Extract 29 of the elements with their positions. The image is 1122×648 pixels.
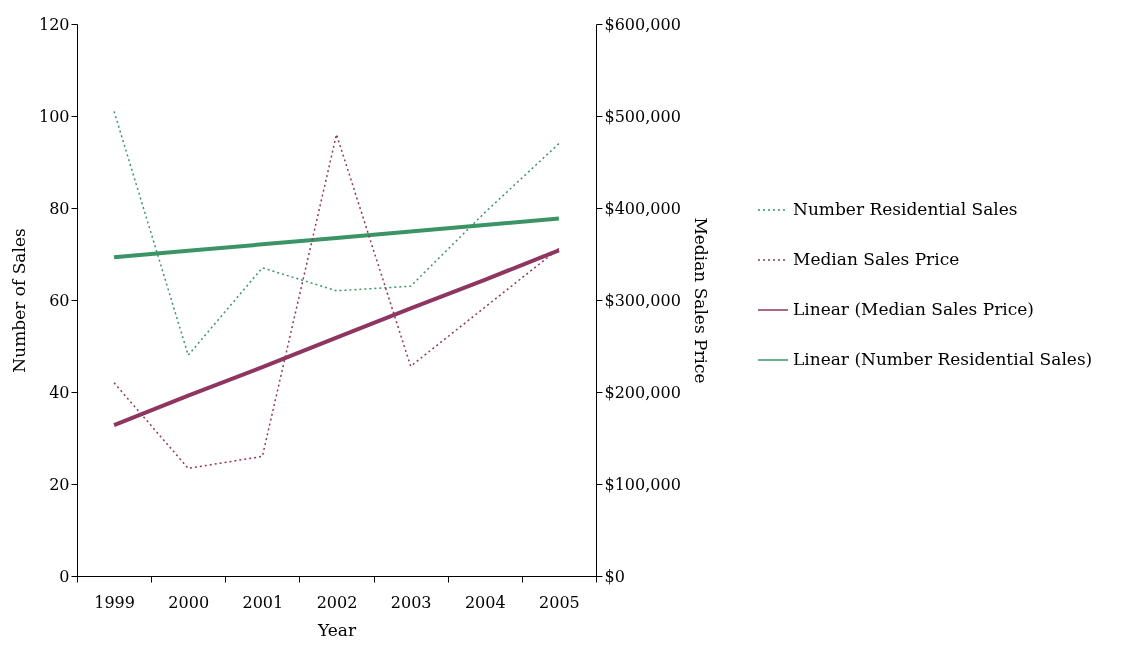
legend-label: Median Sales Price	[793, 249, 960, 269]
y2-tick-label: $200,000	[604, 382, 681, 402]
y-tick-label: 40	[49, 382, 70, 402]
y-axis-title: Number of Sales	[8, 228, 29, 373]
y2-tick-label: $300,000	[604, 290, 681, 310]
y-tick-label: 120	[38, 14, 70, 34]
y-tick-label: 60	[49, 290, 70, 310]
y2-tick-label: $400,000	[604, 198, 681, 218]
legend-label: Linear (Median Sales Price)	[793, 299, 1034, 319]
y2-tick-label: $500,000	[604, 106, 681, 126]
y-tick-label: 100	[38, 106, 70, 126]
y2-tick-label: $0	[604, 566, 625, 586]
x-tick-label: 2004	[464, 592, 506, 612]
x-tick-label: 2005	[539, 592, 580, 612]
legend-label: Number Residential Sales	[793, 199, 1018, 219]
legend-label: Linear (Number Residential Sales)	[793, 349, 1093, 369]
x-tick-label: 2001	[242, 592, 284, 612]
y-tick-label: 20	[49, 474, 70, 494]
y-tick-label: 0	[59, 566, 70, 586]
x-tick-label: 2002	[316, 592, 358, 612]
x-tick-label: 2003	[390, 592, 432, 612]
y2-tick-label: $600,000	[604, 14, 681, 34]
y2-tick-label: $100,000	[604, 474, 681, 494]
y2-axis-title: Median Sales Price	[690, 217, 711, 384]
x-tick-label: 1999	[94, 592, 135, 612]
line-series	[113, 110, 560, 356]
y-tick-label: 80	[49, 198, 70, 218]
x-axis-title: Year	[316, 619, 357, 640]
x-tick-label: 2000	[168, 592, 210, 612]
